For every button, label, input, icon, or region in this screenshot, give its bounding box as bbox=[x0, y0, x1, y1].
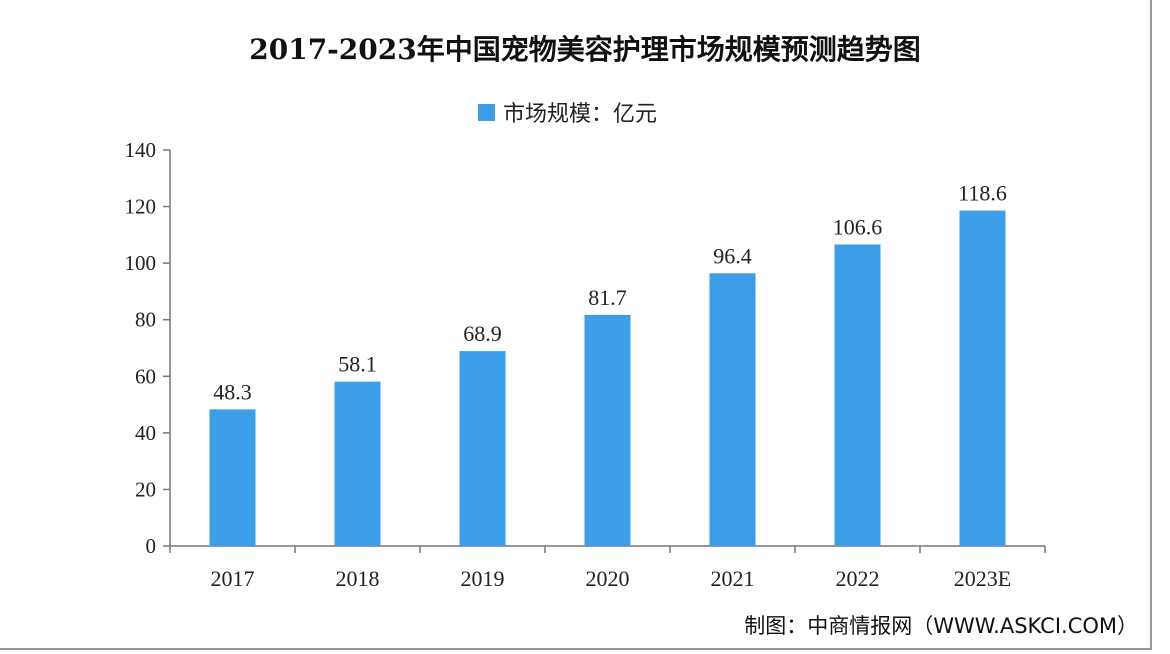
y-tick-label: 20 bbox=[135, 477, 156, 501]
x-tick-label: 2019 bbox=[461, 566, 505, 591]
data-label: 118.6 bbox=[958, 181, 1007, 206]
bar-2019 bbox=[459, 351, 506, 546]
data-label: 68.9 bbox=[463, 321, 502, 346]
bar-2022 bbox=[834, 244, 881, 546]
x-tick-label: 2021 bbox=[711, 566, 755, 591]
x-tick-label: 2020 bbox=[586, 566, 630, 591]
y-tick-label: 140 bbox=[125, 138, 157, 162]
data-label: 58.1 bbox=[338, 352, 377, 377]
data-label: 48.3 bbox=[213, 379, 252, 404]
x-tick-label: 2017 bbox=[211, 566, 255, 591]
bar-2018 bbox=[334, 381, 381, 546]
chart-frame bbox=[0, 0, 1152, 650]
y-tick-label: 0 bbox=[146, 534, 157, 558]
x-tick-label: 2023E bbox=[954, 566, 1011, 591]
y-tick-label: 100 bbox=[125, 251, 157, 275]
data-label: 106.6 bbox=[833, 214, 883, 239]
bar-2020 bbox=[584, 314, 631, 546]
bar-2023E bbox=[959, 210, 1006, 546]
x-tick-label: 2022 bbox=[836, 566, 880, 591]
legend-swatch bbox=[478, 103, 495, 121]
y-tick-label: 80 bbox=[135, 308, 156, 332]
source-credit: 制图：中商情报网（WWW.ASKCI.COM） bbox=[744, 614, 1138, 638]
legend: 市场规模：亿元 bbox=[478, 96, 657, 128]
chart-title: 2017-2023年中国宠物美容护理市场规模预测趋势图 bbox=[249, 33, 921, 66]
bar-2021 bbox=[709, 273, 756, 546]
y-tick-label: 40 bbox=[135, 421, 156, 445]
data-label: 81.7 bbox=[588, 285, 627, 310]
data-label: 96.4 bbox=[713, 243, 752, 268]
y-tick-label: 120 bbox=[125, 195, 157, 219]
bar-2017 bbox=[209, 409, 256, 546]
y-tick-label: 60 bbox=[135, 364, 156, 388]
x-tick-label: 2018 bbox=[336, 566, 380, 591]
legend-label: 市场规模：亿元 bbox=[503, 102, 658, 127]
